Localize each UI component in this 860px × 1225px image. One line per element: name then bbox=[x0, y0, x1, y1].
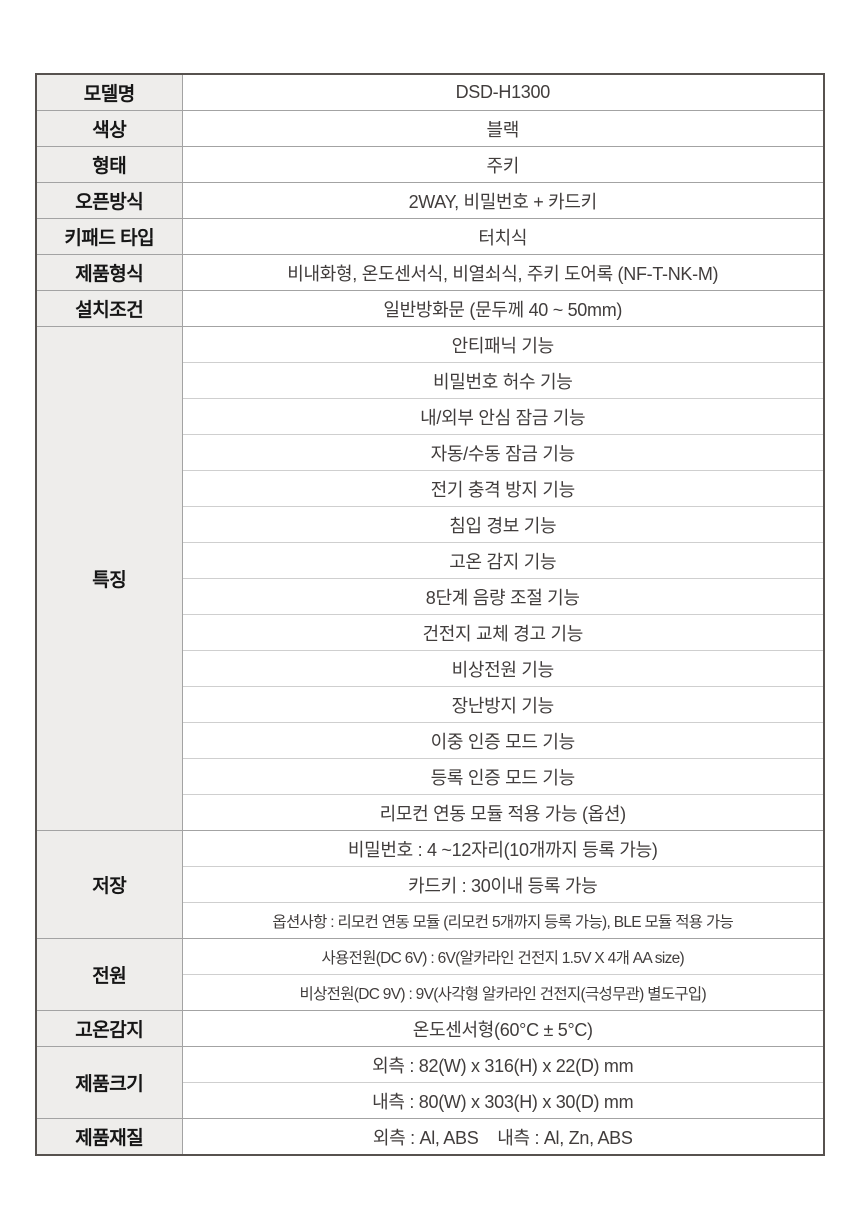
spec-row-value: 2WAY, 비밀번호 + 카드키 bbox=[182, 182, 824, 219]
spec-row-label: 형태 bbox=[36, 146, 183, 183]
spec-row-value: 등록 인증 모드 기능 bbox=[182, 758, 824, 795]
spec-row-value: 일반방화문 (문두께 40 ~ 50mm) bbox=[182, 290, 824, 327]
spec-row: 비상전원(DC 9V) : 9V(사각형 알카라인 건전지(극성무관) 별도구입… bbox=[36, 974, 824, 1011]
spec-row: 형태 주키 bbox=[36, 146, 824, 183]
spec-row-value: 비상전원 기능 bbox=[182, 650, 824, 687]
spec-row: 자동/수동 잠금 기능 bbox=[36, 434, 824, 471]
spec-row: 내/외부 안심 잠금 기능 bbox=[36, 398, 824, 435]
spec-table-body: 모델명 DSD-H1300 색상 블랙 형태 주키 오픈방식 2WAY, 비밀번호 + 카드키… bbox=[36, 73, 824, 1155]
spec-row-label: 제품형식 bbox=[36, 254, 183, 291]
spec-row: 고온 감지 기능 bbox=[36, 542, 824, 579]
spec-row-value: 8단계 음량 조절 기능 bbox=[182, 578, 824, 615]
spec-row-value: 리모컨 연동 모듈 적용 가능 (옵션) bbox=[182, 794, 824, 831]
spec-row-value: 내/외부 안심 잠금 기능 bbox=[182, 398, 824, 435]
spec-row-value: 비밀번호 : 4 ~12자리(10개까지 등록 가능) bbox=[182, 830, 824, 867]
spec-row: 색상 블랙 bbox=[36, 110, 824, 147]
spec-row: 특징 안티패닉 기능 bbox=[36, 326, 824, 831]
product-spec-table: 모델명 DSD-H1300 색상 블랙 형태 주키 오픈방식 2WAY, 비밀번호 + 카드키… bbox=[35, 73, 825, 1156]
spec-row-value: 장난방지 기능 bbox=[182, 686, 824, 723]
spec-row-value: 고온 감지 기능 bbox=[182, 542, 824, 579]
spec-row: 전기 충격 방지 기능 bbox=[36, 470, 824, 507]
spec-row-value: 옵션사항 : 리모컨 연동 모듈 (리모컨 5개까지 등록 가능), BLE 모… bbox=[182, 902, 824, 939]
spec-row-value: 외측 : Al, ABS 내측 : Al, Zn, ABS bbox=[182, 1118, 824, 1155]
spec-row: 고온감지 온도센서형(60°C ± 5°C) bbox=[36, 1010, 824, 1047]
spec-row: 침입 경보 기능 bbox=[36, 506, 824, 543]
spec-row: 제품형식 비내화형, 온도센서식, 비열쇠식, 주키 도어록 (NF-T-NK-M… bbox=[36, 254, 824, 291]
spec-row-value: 침입 경보 기능 bbox=[182, 506, 824, 543]
spec-row: 오픈방식 2WAY, 비밀번호 + 카드키 bbox=[36, 182, 824, 219]
spec-row-value: 외측 : 82(W) x 316(H) x 22(D) mm bbox=[182, 1046, 824, 1083]
spec-row-value: 온도센서형(60°C ± 5°C) bbox=[182, 1010, 824, 1047]
spec-row: 내측 : 80(W) x 303(H) x 30(D) mm bbox=[36, 1082, 824, 1119]
spec-row: 리모컨 연동 모듈 적용 가능 (옵션) bbox=[36, 794, 824, 831]
spec-row-label: 오픈방식 bbox=[36, 182, 183, 219]
spec-row: 설치조건 일반방화문 (문두께 40 ~ 50mm) bbox=[36, 290, 824, 327]
spec-row-value: 건전지 교체 경고 기능 bbox=[182, 614, 824, 651]
spec-row-value: 터치식 bbox=[182, 218, 824, 255]
spec-row: 저장 비밀번호 : 4 ~12자리(10개까지 등록 가능) bbox=[36, 830, 824, 939]
spec-row-value: 블랙 bbox=[182, 110, 824, 147]
spec-row: 제품재질 외측 : Al, ABS 내측 : Al, Zn, ABS bbox=[36, 1118, 824, 1155]
spec-row-label: 저장 bbox=[36, 830, 183, 939]
spec-row-value: 자동/수동 잠금 기능 bbox=[182, 434, 824, 471]
spec-row: 모델명 DSD-H1300 bbox=[36, 73, 824, 111]
spec-row-label: 모델명 bbox=[36, 73, 183, 111]
spec-row-label: 제품크기 bbox=[36, 1046, 183, 1119]
spec-row: 키패드 타입 터치식 bbox=[36, 218, 824, 255]
spec-row: 비밀번호 허수 기능 bbox=[36, 362, 824, 399]
spec-row-value: DSD-H1300 bbox=[182, 73, 824, 111]
spec-row-label: 색상 bbox=[36, 110, 183, 147]
spec-row-value: 주키 bbox=[182, 146, 824, 183]
spec-row-value: 안티패닉 기능 bbox=[182, 326, 824, 363]
spec-row-label: 특징 bbox=[36, 326, 183, 831]
spec-row-label: 고온감지 bbox=[36, 1010, 183, 1047]
spec-row-label: 제품재질 bbox=[36, 1118, 183, 1155]
spec-row: 이중 인증 모드 기능 bbox=[36, 722, 824, 759]
spec-row: 옵션사항 : 리모컨 연동 모듈 (리모컨 5개까지 등록 가능), BLE 모… bbox=[36, 902, 824, 939]
spec-row-value: 카드키 : 30이내 등록 가능 bbox=[182, 866, 824, 903]
spec-row: 비상전원 기능 bbox=[36, 650, 824, 687]
spec-row: 제품크기 외측 : 82(W) x 316(H) x 22(D) mm bbox=[36, 1046, 824, 1119]
spec-row-value: 비내화형, 온도센서식, 비열쇠식, 주키 도어록 (NF-T-NK-M) bbox=[182, 254, 824, 291]
spec-row-label: 키패드 타입 bbox=[36, 218, 183, 255]
spec-row: 장난방지 기능 bbox=[36, 686, 824, 723]
spec-row-label: 전원 bbox=[36, 938, 183, 1011]
spec-row: 카드키 : 30이내 등록 가능 bbox=[36, 866, 824, 903]
spec-row: 등록 인증 모드 기능 bbox=[36, 758, 824, 795]
spec-row-value: 비상전원(DC 9V) : 9V(사각형 알카라인 건전지(극성무관) 별도구입… bbox=[182, 974, 824, 1011]
spec-row-value: 사용전원(DC 6V) : 6V(알카라인 건전지 1.5V X 4개 AA s… bbox=[182, 938, 824, 975]
spec-row: 건전지 교체 경고 기능 bbox=[36, 614, 824, 651]
spec-row-label: 설치조건 bbox=[36, 290, 183, 327]
spec-row-value: 비밀번호 허수 기능 bbox=[182, 362, 824, 399]
spec-row-value: 이중 인증 모드 기능 bbox=[182, 722, 824, 759]
spec-row-value: 내측 : 80(W) x 303(H) x 30(D) mm bbox=[182, 1082, 824, 1119]
spec-row-value: 전기 충격 방지 기능 bbox=[182, 470, 824, 507]
spec-row: 전원 사용전원(DC 6V) : 6V(알카라인 건전지 1.5V X 4개 AA… bbox=[36, 938, 824, 1011]
spec-row: 8단계 음량 조절 기능 bbox=[36, 578, 824, 615]
